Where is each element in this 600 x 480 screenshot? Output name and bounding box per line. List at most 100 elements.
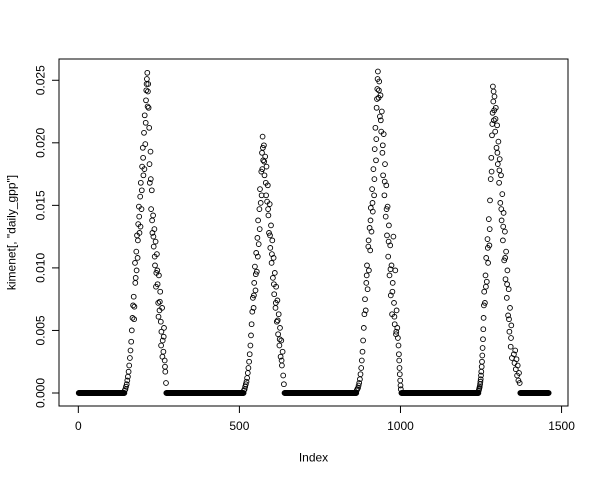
data-point: [508, 322, 515, 329]
data-point: [358, 365, 365, 371]
data-point: [279, 362, 285, 369]
data-point: [494, 122, 500, 129]
data-point: [275, 331, 281, 338]
data-point: [266, 230, 272, 236]
data-point: [144, 103, 151, 110]
data-point: [267, 245, 274, 251]
data-point: [131, 316, 137, 323]
data-point: [373, 157, 379, 164]
data-point: [262, 153, 269, 160]
data-point: [138, 187, 145, 194]
x-tick-label: 1000: [387, 419, 414, 433]
data-point: [245, 365, 252, 371]
data-point: [505, 312, 511, 319]
data-point: [485, 216, 492, 222]
data-point: [494, 161, 501, 167]
data-point: [380, 172, 386, 179]
data-point: [495, 138, 502, 145]
data-point: [255, 217, 261, 224]
data-point: [376, 87, 382, 94]
data-point: [374, 96, 380, 102]
data-point: [490, 98, 497, 105]
data-point: [160, 348, 167, 355]
data-point: [486, 226, 493, 232]
data-point: [269, 237, 276, 244]
data-point: [390, 233, 397, 240]
data-point: [513, 356, 520, 363]
data-point: [507, 305, 513, 311]
data-point: [496, 167, 503, 174]
data-point: [243, 378, 250, 385]
data-point: [137, 179, 144, 186]
data-point: [162, 368, 169, 375]
data-point: [376, 78, 383, 85]
data-point: [129, 315, 136, 321]
data-point: [244, 370, 251, 376]
data-point: [479, 352, 486, 359]
data-point: [242, 383, 249, 390]
data-point: [393, 307, 400, 314]
data-point: [364, 262, 370, 269]
data-point: [386, 272, 393, 279]
data-point: [371, 146, 378, 152]
data-point: [163, 380, 169, 386]
data-point: [271, 270, 278, 276]
data-point: [134, 255, 141, 261]
data-point: [485, 260, 491, 266]
x-tick-label: 0: [75, 419, 82, 433]
data-point: [378, 108, 385, 115]
data-point: [142, 141, 149, 147]
data-point: [480, 326, 487, 333]
data-point: [483, 283, 489, 290]
data-point: [367, 247, 374, 254]
data-point: [279, 348, 286, 355]
data-point: [253, 250, 260, 256]
data-point: [355, 385, 361, 391]
data-point: [358, 357, 365, 364]
data-point: [393, 328, 400, 335]
data-point: [480, 315, 487, 321]
data-point: [260, 144, 266, 151]
data-point: [125, 368, 132, 375]
data-point: [147, 176, 154, 182]
data-point: [492, 116, 499, 122]
data-point: [360, 337, 366, 344]
data-point: [500, 223, 507, 230]
data-point: [396, 371, 403, 378]
data-point: [490, 88, 497, 95]
data-point: [280, 372, 287, 379]
data-point: [545, 390, 552, 396]
data-point: [355, 382, 362, 389]
y-tick-label: 0.000: [34, 378, 48, 408]
data-point: [395, 335, 401, 341]
data-point: [148, 206, 154, 212]
data-point: [377, 113, 383, 120]
data-point: [380, 131, 387, 137]
data-point: [272, 305, 279, 311]
data-point: [140, 172, 147, 179]
data-point: [502, 276, 509, 283]
data-point: [251, 280, 258, 286]
data-point: [492, 128, 499, 135]
data-point: [384, 203, 391, 210]
data-point: [369, 186, 375, 192]
data-point: [359, 348, 366, 355]
data-point: [389, 288, 396, 295]
data-point: [154, 281, 161, 288]
data-point: [477, 376, 484, 383]
data-point: [488, 168, 495, 175]
data-point: [250, 295, 256, 301]
data-point: [486, 242, 493, 249]
data-point: [267, 232, 273, 239]
y-tick-label: 0.010: [34, 253, 48, 283]
data-point: [500, 237, 506, 244]
data-point: [478, 363, 485, 370]
data-point: [152, 238, 159, 245]
data-point: [133, 248, 140, 255]
data-point: [278, 337, 285, 344]
data-point: [256, 226, 263, 232]
data-point: [255, 241, 262, 247]
data-point: [161, 357, 168, 364]
data-point: [276, 342, 283, 349]
data-point: [388, 262, 395, 269]
